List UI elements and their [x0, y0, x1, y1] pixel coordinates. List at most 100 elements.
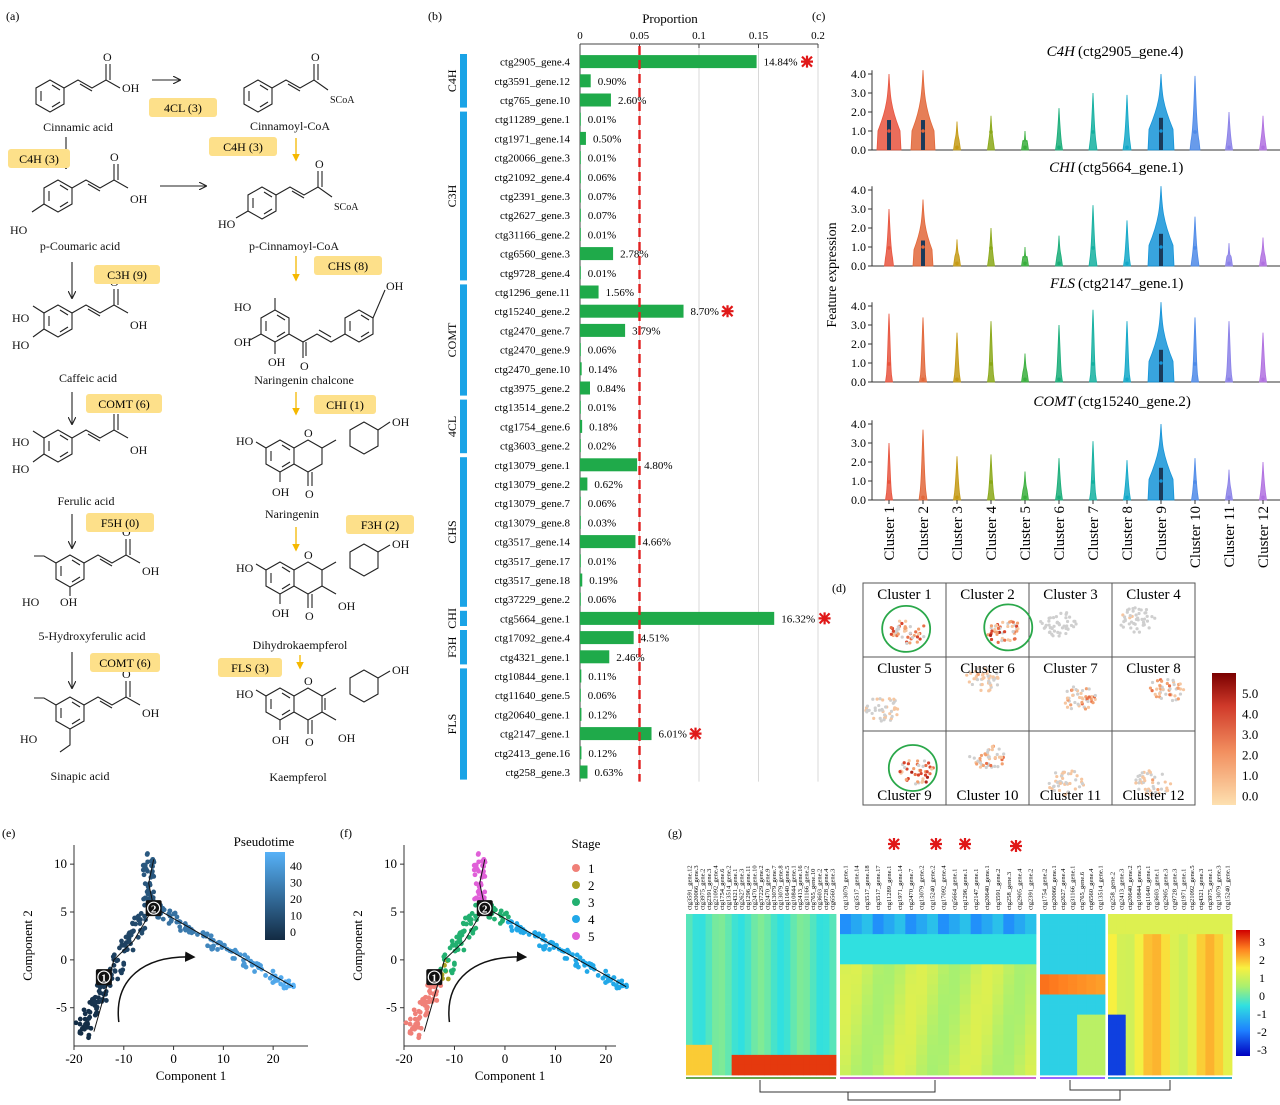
cell-point — [981, 763, 985, 768]
highlight-circle — [881, 604, 932, 653]
heatmap-cell — [783, 944, 791, 955]
gene-label: ctg2147_gene.1 — [973, 869, 980, 910]
heatmap-cell — [1086, 954, 1097, 965]
heatmap-cell — [883, 1034, 895, 1046]
heatmap-cell — [905, 1044, 917, 1056]
heatmap-cell — [1125, 984, 1135, 995]
cell-point — [985, 671, 989, 676]
heatmap-cell — [1152, 1014, 1162, 1026]
panel-label-c: (c) — [812, 9, 825, 23]
gene-label: ctg1296_gene.11 — [745, 866, 752, 910]
heatmap-cell — [1125, 1054, 1135, 1066]
heatmap-cell — [712, 1044, 720, 1056]
x-tick-label: 0.05 — [630, 30, 650, 42]
cluster-label: Cluster 6 — [960, 661, 1015, 677]
value-label: 0.01% — [588, 153, 616, 165]
heatmap-cell — [938, 964, 950, 975]
heatmap-cell — [1067, 1034, 1078, 1046]
violin-box — [1159, 233, 1163, 266]
heatmap-cell — [938, 944, 950, 955]
cell-point — [1093, 693, 1097, 698]
violin — [1225, 469, 1233, 501]
compound-names: Cinnamic acid p-Coumaric acid Caffeic ac… — [39, 119, 354, 784]
heatmap-cell — [1108, 934, 1118, 945]
cell-point — [902, 629, 907, 633]
heatmap-cell — [796, 984, 804, 995]
cell-point — [906, 635, 910, 639]
heatmap-cell — [981, 934, 993, 945]
heatmap-cell — [1108, 974, 1118, 985]
cell-point — [1157, 692, 1162, 696]
category-label: ctg3591_gene.12 — [495, 76, 570, 88]
cell-point — [908, 631, 912, 635]
bar — [580, 688, 581, 702]
bar — [580, 381, 590, 395]
heatmap-cell — [1003, 1034, 1015, 1046]
cell-point — [982, 676, 986, 680]
cell-point — [1055, 780, 1060, 785]
cell-point — [144, 852, 150, 857]
cell-point — [989, 637, 994, 642]
heatmap-cell — [1077, 974, 1087, 985]
heatmap-cell — [1058, 984, 1069, 995]
heatmap-cell — [916, 924, 928, 935]
atom-label: OH — [272, 606, 290, 620]
cell-point — [454, 934, 460, 940]
heatmap-cell — [1095, 1064, 1106, 1076]
heatmap-cell — [686, 1004, 693, 1016]
heatmap-cell — [1077, 1064, 1087, 1076]
category-label: ctg765_gene.10 — [500, 95, 570, 107]
cell-point — [915, 635, 920, 639]
cell-point — [1149, 793, 1153, 797]
heatmap-cell — [803, 1044, 811, 1056]
cell-point — [1168, 693, 1172, 697]
heatmap-cell — [686, 984, 693, 995]
cell-point — [1067, 615, 1072, 619]
cluster-label: Cluster 8 — [1126, 661, 1181, 677]
cell-point — [919, 768, 923, 773]
heatmap-cell — [850, 924, 863, 935]
heatmap-cell — [822, 974, 830, 985]
compound-name: Caffeic acid — [59, 371, 117, 385]
heatmap-cell — [850, 934, 863, 945]
heatmap-cell — [725, 1004, 733, 1016]
heatmap-cell — [850, 1054, 863, 1066]
heatmap-cell — [1116, 924, 1127, 935]
heatmap-cell — [1196, 1044, 1206, 1056]
heatmap-cell — [822, 1014, 830, 1026]
heatmap-cell — [927, 944, 939, 955]
heatmap-cell — [916, 934, 928, 945]
heatmap-cell — [861, 964, 874, 975]
heatmap-cell — [948, 954, 961, 965]
heatmap-cell — [1025, 1064, 1037, 1076]
heatmap-cell — [992, 1054, 1004, 1066]
gene-label: ctg1296_gene.1 — [962, 869, 969, 910]
heatmap-cell — [905, 974, 917, 985]
heatmap-cell — [744, 1014, 752, 1026]
heatmap-cell — [809, 1064, 817, 1076]
cell-point — [1074, 687, 1078, 692]
cell-point — [1093, 697, 1097, 701]
cell-point — [1061, 776, 1065, 781]
heatmap-cell — [1187, 1024, 1197, 1036]
heatmap-cell — [1223, 1014, 1233, 1026]
heatmap-cell — [1116, 1054, 1127, 1066]
heatmap-cell — [970, 994, 982, 1005]
cell-point — [1144, 608, 1149, 612]
heatmap-cell — [1161, 1004, 1171, 1016]
heatmap-cell — [1223, 944, 1233, 955]
cell-point — [204, 931, 210, 937]
heatmap-cell — [1049, 1044, 1059, 1056]
category-label: ctg10844_gene.1 — [495, 671, 570, 683]
atom-label: OH — [338, 731, 356, 745]
heatmap-cell — [872, 1024, 884, 1036]
heatmap-cell — [1134, 1054, 1144, 1066]
cell-point — [1057, 634, 1061, 638]
bar — [580, 669, 582, 683]
heatmap-cell — [686, 914, 693, 925]
heatmap-cell — [959, 964, 972, 975]
cell-point — [921, 764, 925, 768]
heatmap-cell — [1178, 1044, 1189, 1056]
heatmap-cell — [796, 1004, 804, 1016]
heatmap-cell — [1049, 984, 1059, 995]
